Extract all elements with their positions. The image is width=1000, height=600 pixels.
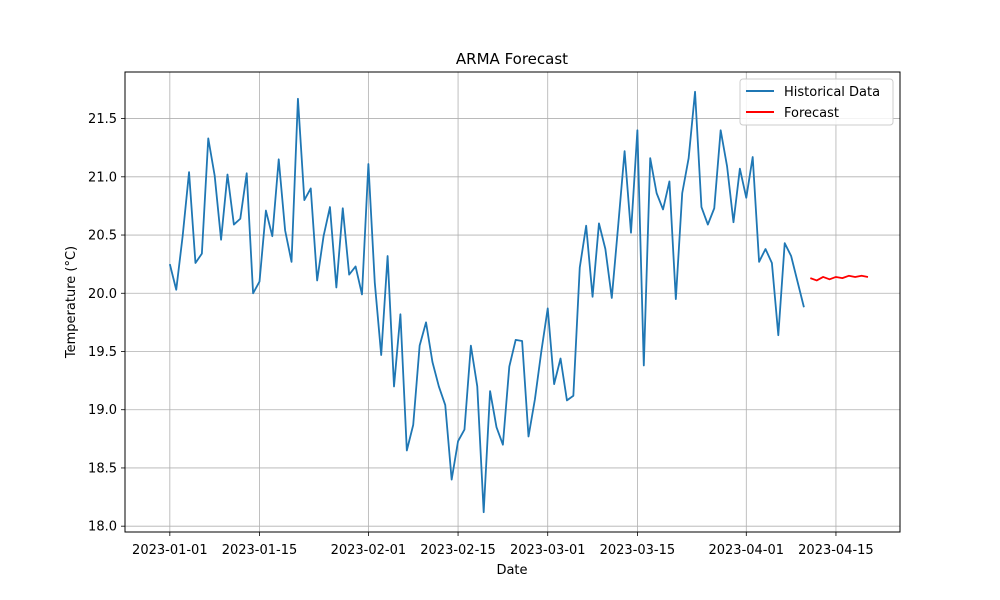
y-tick-label: 18.5 [88, 461, 117, 476]
x-tick-label: 2023-03-15 [600, 543, 676, 558]
y-axis-label: Temperature (°C) [64, 246, 79, 359]
legend-label-forecast: Forecast [784, 106, 839, 121]
plot-frame [124, 71, 901, 533]
chart-title: ARMA Forecast [456, 50, 568, 68]
legend-label-historical: Historical Data [784, 85, 880, 100]
series-line-historical [168, 90, 805, 514]
series-area [168, 90, 869, 514]
axis-ticks: 2023-01-01 2023-01-15 2023-02-01 2023-02-15… [88, 112, 874, 558]
grid [125, 72, 900, 532]
legend: Historical Data Forecast [739, 78, 894, 126]
x-tick-label: 2023-01-01 [132, 543, 208, 558]
series-line-forecast [810, 274, 869, 282]
x-tick-label: 2023-02-01 [331, 543, 407, 558]
x-tick-label: 2023-04-01 [708, 543, 784, 558]
x-tick-label: 2023-04-15 [798, 543, 874, 558]
x-axis-label: Date [496, 563, 527, 578]
y-tick-label: 19.0 [88, 403, 117, 418]
x-tick-label: 2023-02-15 [420, 543, 496, 558]
y-tick-label: 20.5 [88, 229, 117, 244]
y-tick-label: 21.5 [88, 112, 117, 127]
y-tick-label: 19.5 [88, 345, 117, 360]
y-tick-label: 18.0 [88, 520, 117, 535]
legend-frame [739, 78, 894, 126]
x-tick-label: 2023-03-01 [510, 543, 586, 558]
y-tick-label: 21.0 [88, 170, 117, 185]
x-tick-label: 2023-01-15 [222, 543, 298, 558]
y-tick-label: 20.0 [88, 287, 117, 302]
